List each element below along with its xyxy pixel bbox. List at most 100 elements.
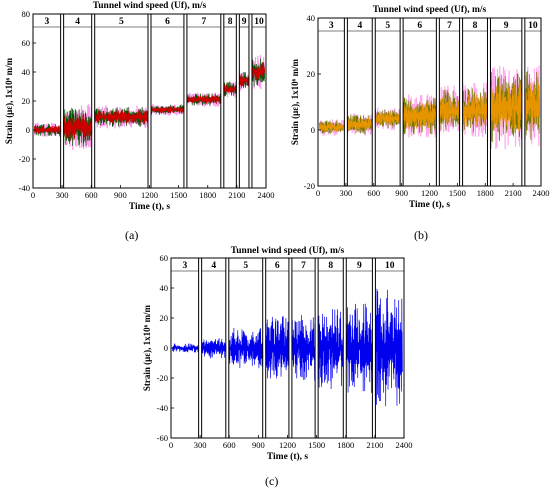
segment-label: 4 [211, 261, 216, 271]
segment-box [32, 13, 62, 189]
series-trace-3 [172, 343, 200, 353]
series-trace-10 [251, 62, 265, 83]
segment-label: 5 [119, 17, 124, 27]
series-trace-10 [524, 81, 540, 128]
segment-box [223, 13, 237, 189]
segment-label: 10 [528, 21, 538, 31]
x-tick-label: 2100 [366, 440, 383, 450]
x-tick-label: 1200 [421, 188, 438, 198]
segment-label: 9 [504, 21, 509, 31]
segment-label: 7 [301, 261, 306, 271]
series-trace-8 [223, 84, 237, 95]
series-trace-8 [462, 94, 488, 128]
segment-box [94, 13, 149, 189]
segment-box [374, 17, 401, 187]
caption-c: (c) [265, 474, 279, 488]
y-tick-label: -40 [19, 183, 30, 193]
series-trace-4 [63, 113, 93, 141]
x-tick-label: 600 [223, 440, 236, 450]
y-tick-label: 40 [307, 13, 316, 23]
caption-b: (b) [414, 228, 428, 242]
chart-panel-2: Tunnel wind speed (Uf), m/s3 4 5 6 7 8 9 10-200… [290, 4, 550, 210]
segment-label: 7 [201, 17, 206, 27]
segment-box [150, 13, 185, 189]
x-axis-label: Time (t), s [409, 199, 451, 210]
segment-label: 9 [242, 17, 247, 27]
x-tick-label: 900 [395, 188, 408, 198]
segment-label: 8 [473, 21, 478, 31]
chart-title: Tunnel wind speed (Uf), m/s [231, 245, 345, 256]
series-trace-10 [375, 288, 403, 407]
x-tick-label: 1500 [449, 188, 466, 198]
segment-label: 10 [254, 17, 264, 27]
y-tick-label: 0 [164, 343, 168, 353]
segment-label: 4 [357, 21, 362, 31]
segment-label: 9 [357, 261, 362, 271]
segment-box [251, 13, 267, 189]
series-trace-5 [228, 328, 264, 369]
series-trace-4 [347, 117, 373, 131]
y-axis-label: Strain (με), 1x10⁶ m/m [4, 57, 14, 144]
y-axis-label: Strain (με), 1x10⁶ m/m [142, 304, 152, 391]
y-tick-label: 80 [22, 9, 31, 19]
segment-box [238, 13, 250, 189]
segment-label: 6 [275, 261, 280, 271]
series-trace-3 [319, 122, 345, 133]
segment-label: 8 [328, 261, 333, 271]
x-tick-label: 1800 [199, 190, 216, 200]
series-trace-6 [265, 316, 290, 379]
series-trace-4 [201, 338, 227, 359]
x-tick-label: 0 [31, 190, 35, 200]
y-tick-label: -20 [19, 154, 30, 164]
y-tick-label: 60 [22, 38, 31, 48]
series-trace-6 [150, 106, 185, 114]
segment-label: 8 [228, 17, 233, 27]
x-tick-label: 1200 [141, 190, 158, 200]
chart-title: Tunnel wind speed (Uf), m/s [373, 4, 487, 15]
segment-label: 3 [329, 21, 334, 31]
y-tick-label: 20 [22, 96, 31, 106]
x-tick-label: 2100 [505, 188, 522, 198]
x-tick-label: 1200 [279, 440, 296, 450]
x-tick-label: 300 [194, 440, 207, 450]
x-tick-label: 300 [56, 190, 69, 200]
segment-box [63, 13, 93, 189]
y-axis-label: Strain (με), 1x10⁶ m/m [290, 58, 300, 145]
y-tick-label: 0 [26, 125, 30, 135]
y-tick-label: 0 [311, 125, 315, 135]
y-tick-label: -20 [304, 181, 315, 191]
series-trace-7 [186, 95, 222, 104]
segment-label: 3 [182, 261, 187, 271]
x-tick-label: 2400 [258, 190, 275, 200]
x-tick-label: 1800 [337, 440, 354, 450]
x-axis-label: Time (t), s [267, 451, 309, 462]
x-tick-label: 2100 [228, 190, 245, 200]
caption-a: (a) [125, 228, 139, 242]
chart-panel-3: Tunnel wind speed (Uf), m/s 3 4 5 6 7 8 9 10 -60 -… [142, 245, 413, 462]
x-tick-label: 1500 [308, 440, 325, 450]
series-trace-7 [291, 315, 316, 381]
y-tick-label: 60 [160, 253, 169, 263]
x-tick-label: 300 [340, 188, 353, 198]
segment-label: 6 [417, 21, 422, 31]
x-tick-label: 0 [169, 440, 173, 450]
plot-frame [32, 13, 267, 189]
series-trace-9 [490, 82, 523, 133]
series-trace-9 [239, 75, 250, 87]
series-trace-6 [402, 102, 437, 130]
segment-label: 7 [447, 21, 452, 31]
segment-label: 10 [385, 261, 395, 271]
segment-label: 3 [44, 17, 49, 27]
x-tick-label: 900 [114, 190, 127, 200]
x-tick-label: 2400 [396, 440, 413, 450]
y-tick-label: 40 [22, 67, 31, 77]
series-trace-7 [439, 96, 460, 126]
y-tick-label: 20 [160, 313, 169, 323]
x-tick-label: 600 [367, 188, 380, 198]
segment-box [317, 17, 345, 187]
y-tick-label: 40 [160, 283, 169, 293]
x-axis-label: Time (t), s [129, 201, 171, 212]
x-tick-label: 1800 [477, 188, 494, 198]
chart-title: Tunnel wind speed (Uf), m/s [93, 0, 207, 11]
